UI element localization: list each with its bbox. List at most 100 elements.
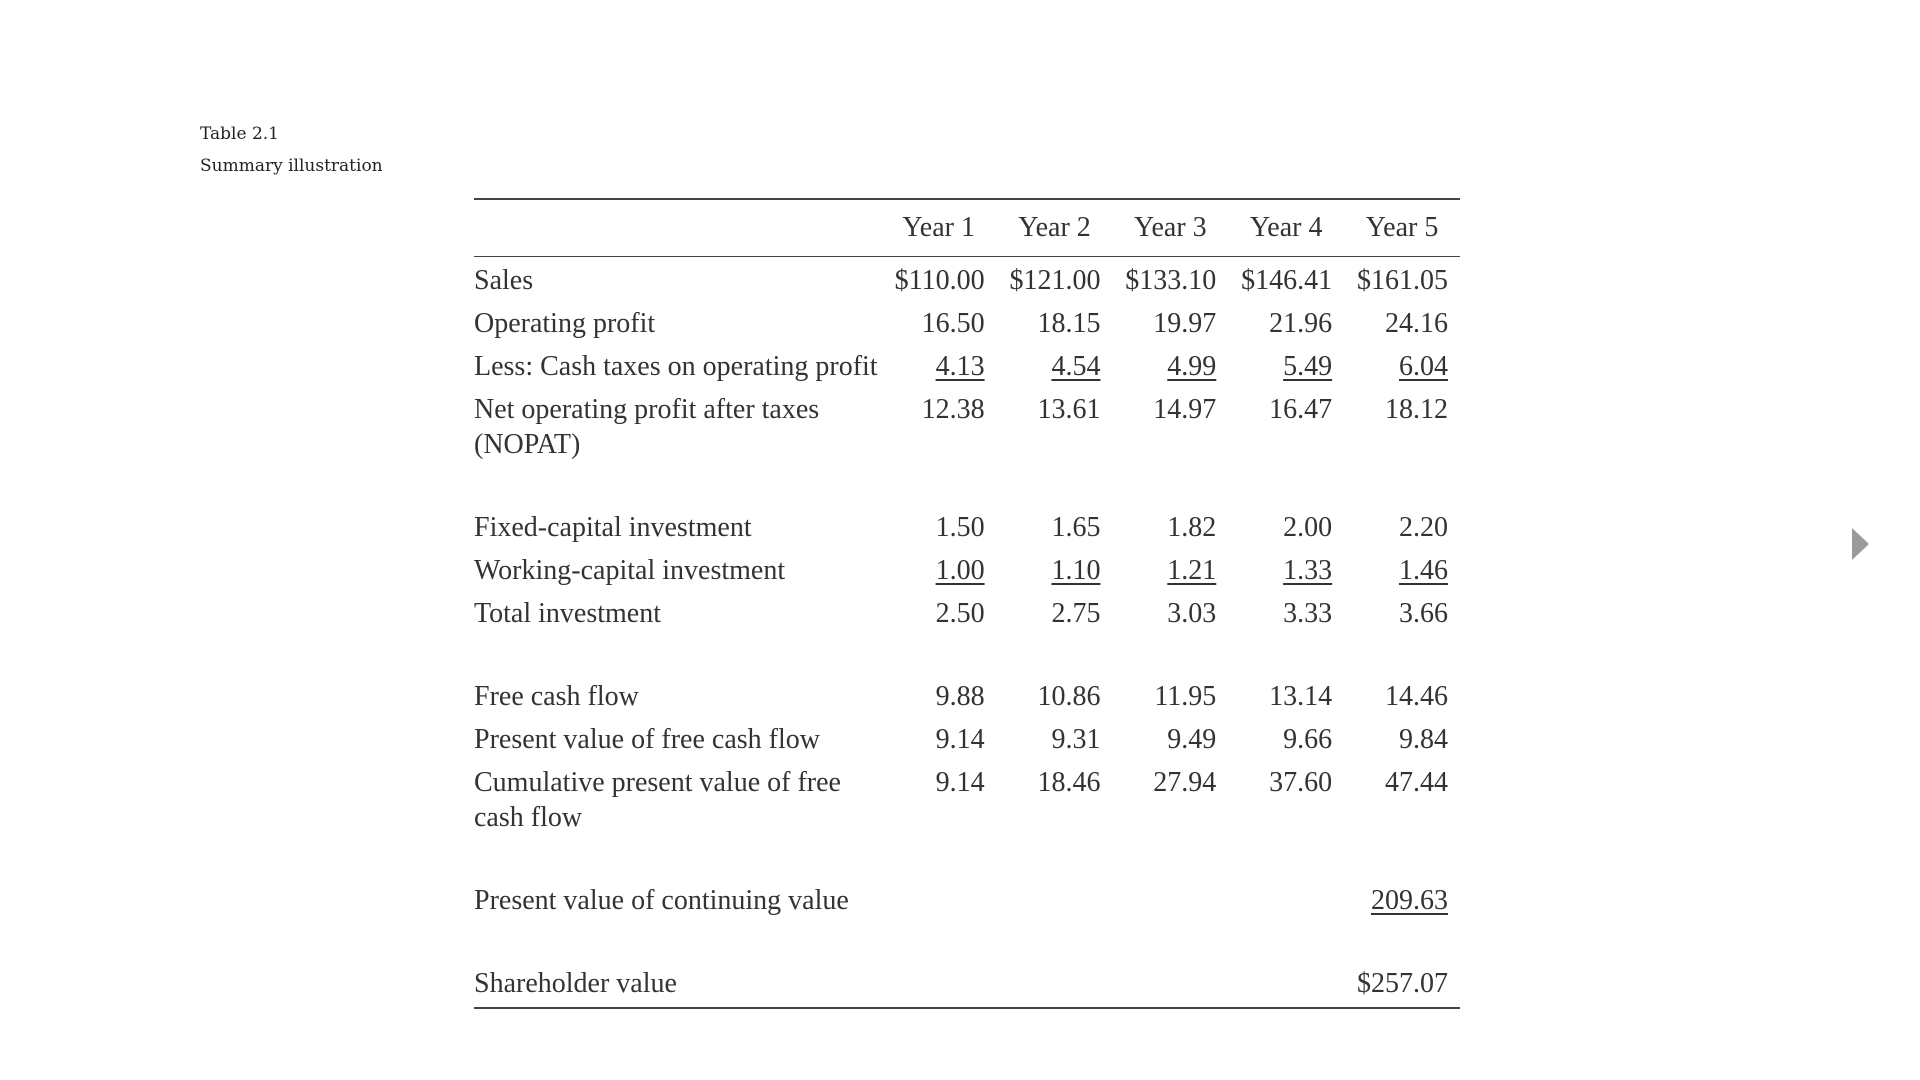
table-cell — [881, 966, 997, 1008]
underlined-value: 5.49 — [1283, 351, 1333, 382]
table-cell: 13.61 — [1037, 394, 1101, 425]
table-row: Working-capital investment 1.00 1.10 1.2… — [474, 553, 1460, 596]
table-cell: 3.03 — [1167, 598, 1217, 629]
table-cell: 4.99 — [1112, 349, 1228, 392]
header-label-cell — [474, 199, 881, 257]
underlined-value: 1.46 — [1399, 555, 1448, 586]
row-label-cum-pv-fcf: Cumulative present value of free cash fl… — [474, 767, 841, 833]
table-cell: 10.86 — [1037, 681, 1101, 712]
table-cell — [997, 966, 1113, 1008]
underlined-value: 4.99 — [1167, 351, 1217, 382]
row-label-pv-fcf: Present value of free cash flow — [474, 724, 820, 755]
spacer-cell — [474, 470, 1460, 510]
spacer-cell — [474, 639, 1460, 679]
table-cell: 2.75 — [1051, 598, 1101, 629]
table-cell: 37.60 — [1269, 767, 1333, 798]
table-cell: 1.82 — [1167, 512, 1217, 543]
table-row: Cumulative present value of free cash fl… — [474, 765, 1460, 843]
table-row: Net operating profit after taxes (NOPAT)… — [474, 392, 1460, 470]
table-cell — [881, 883, 997, 926]
table-cell — [1112, 883, 1228, 926]
table-cell: 9.88 — [935, 681, 985, 712]
table-cell: 16.50 — [921, 308, 985, 339]
table-header-row: Year 1 Year 2 Year 3 Year 4 Year 5 — [474, 199, 1460, 257]
table-cell: 9.84 — [1399, 724, 1448, 755]
row-spacer — [474, 926, 1460, 966]
table-cell: $110.00 — [894, 265, 985, 296]
table-cell: 3.66 — [1399, 598, 1448, 629]
table-row: Operating profit 16.50 18.15 19.97 21.96… — [474, 306, 1460, 349]
header-year-3: Year 3 — [1112, 199, 1229, 257]
row-spacer — [474, 470, 1460, 510]
row-label-sales: Sales — [474, 265, 534, 296]
underlined-value: 1.10 — [1051, 555, 1101, 586]
row-spacer — [474, 639, 1460, 679]
table-cell: 1.21 — [1112, 553, 1228, 596]
table-cell: 14.97 — [1153, 394, 1217, 425]
table-cell: 2.50 — [935, 598, 985, 629]
table-row: Less: Cash taxes on operating profit 4.1… — [474, 349, 1460, 392]
row-label-cash-taxes: Less: Cash taxes on operating profit — [474, 351, 878, 382]
table-cell: 2.20 — [1399, 512, 1448, 543]
table-cell: 16.47 — [1269, 394, 1333, 425]
underlined-value: 4.54 — [1051, 351, 1101, 382]
table-cell: 9.14 — [935, 724, 985, 755]
table-cell: 1.65 — [1051, 512, 1101, 543]
table-row: Shareholder value $257.07 — [474, 966, 1460, 1008]
table-cell: 9.66 — [1283, 724, 1333, 755]
table-cell: 4.13 — [881, 349, 997, 392]
table-cell — [1228, 966, 1344, 1008]
spacer-cell — [474, 926, 1460, 966]
table-cell: 13.14 — [1269, 681, 1333, 712]
underlined-value: 6.04 — [1399, 351, 1448, 382]
table-cell: 27.94 — [1153, 767, 1217, 798]
spacer-cell — [474, 843, 1460, 883]
underlined-value: 1.00 — [935, 555, 985, 586]
underlined-value: 209.63 — [1371, 885, 1448, 916]
row-label-free-cash-flow: Free cash flow — [474, 681, 639, 712]
table-cell: 5.49 — [1228, 349, 1344, 392]
table-cell: $133.10 — [1125, 265, 1217, 296]
table-cell — [1112, 966, 1228, 1008]
table-cell: 9.31 — [1051, 724, 1101, 755]
table-cell: 9.14 — [935, 767, 985, 798]
underlined-value: 1.21 — [1167, 555, 1217, 586]
table-row: Sales $110.00 $121.00 $133.10 $146.41 $1… — [474, 257, 1460, 307]
table-cell: 12.38 — [921, 394, 985, 425]
table-cell: 6.04 — [1344, 349, 1460, 392]
summary-table: Year 1 Year 2 Year 3 Year 4 Year 5 Sales… — [474, 198, 1460, 1009]
table-cell: 9.49 — [1167, 724, 1217, 755]
table-row: Fixed-capital investment 1.50 1.65 1.82 … — [474, 510, 1460, 553]
table-cell: 2.00 — [1283, 512, 1333, 543]
summary-table-container: Year 1 Year 2 Year 3 Year 4 Year 5 Sales… — [474, 198, 1460, 1009]
table-cell: 11.95 — [1154, 681, 1217, 712]
underlined-value: 1.33 — [1283, 555, 1333, 586]
table-cell: 4.54 — [997, 349, 1113, 392]
row-label-shareholder-value: Shareholder value — [474, 968, 677, 999]
table-cell: $121.00 — [1009, 265, 1101, 296]
table-row: Total investment 2.50 2.75 3.03 3.33 3.6… — [474, 596, 1460, 639]
table-cell: 1.46 — [1344, 553, 1460, 596]
header-year-1: Year 1 — [880, 199, 997, 257]
table-cell: $257.07 — [1357, 968, 1448, 999]
row-label-fixed-capital: Fixed-capital investment — [474, 512, 752, 543]
table-cell: 1.00 — [881, 553, 997, 596]
table-cell: 24.16 — [1385, 308, 1448, 339]
header-year-5: Year 5 — [1344, 199, 1460, 257]
table-cell: 1.10 — [997, 553, 1113, 596]
underlined-value: 4.13 — [935, 351, 985, 382]
table-cell: $146.41 — [1241, 265, 1333, 296]
table-cell — [997, 883, 1113, 926]
table-cell: 14.46 — [1385, 681, 1448, 712]
table-cell: 209.63 — [1344, 883, 1460, 926]
table-cell: 3.33 — [1283, 598, 1333, 629]
table-cell: 18.15 — [1037, 308, 1101, 339]
row-spacer — [474, 843, 1460, 883]
row-label-pv-continuing: Present value of continuing value — [474, 885, 849, 916]
table-cell: 21.96 — [1269, 308, 1333, 339]
table-cell: $161.05 — [1357, 265, 1448, 296]
table-cell: 18.12 — [1385, 394, 1448, 425]
triangle-right-icon[interactable] — [1852, 528, 1869, 560]
table-number: Table 2.1 — [200, 124, 279, 144]
header-year-2: Year 2 — [996, 199, 1113, 257]
